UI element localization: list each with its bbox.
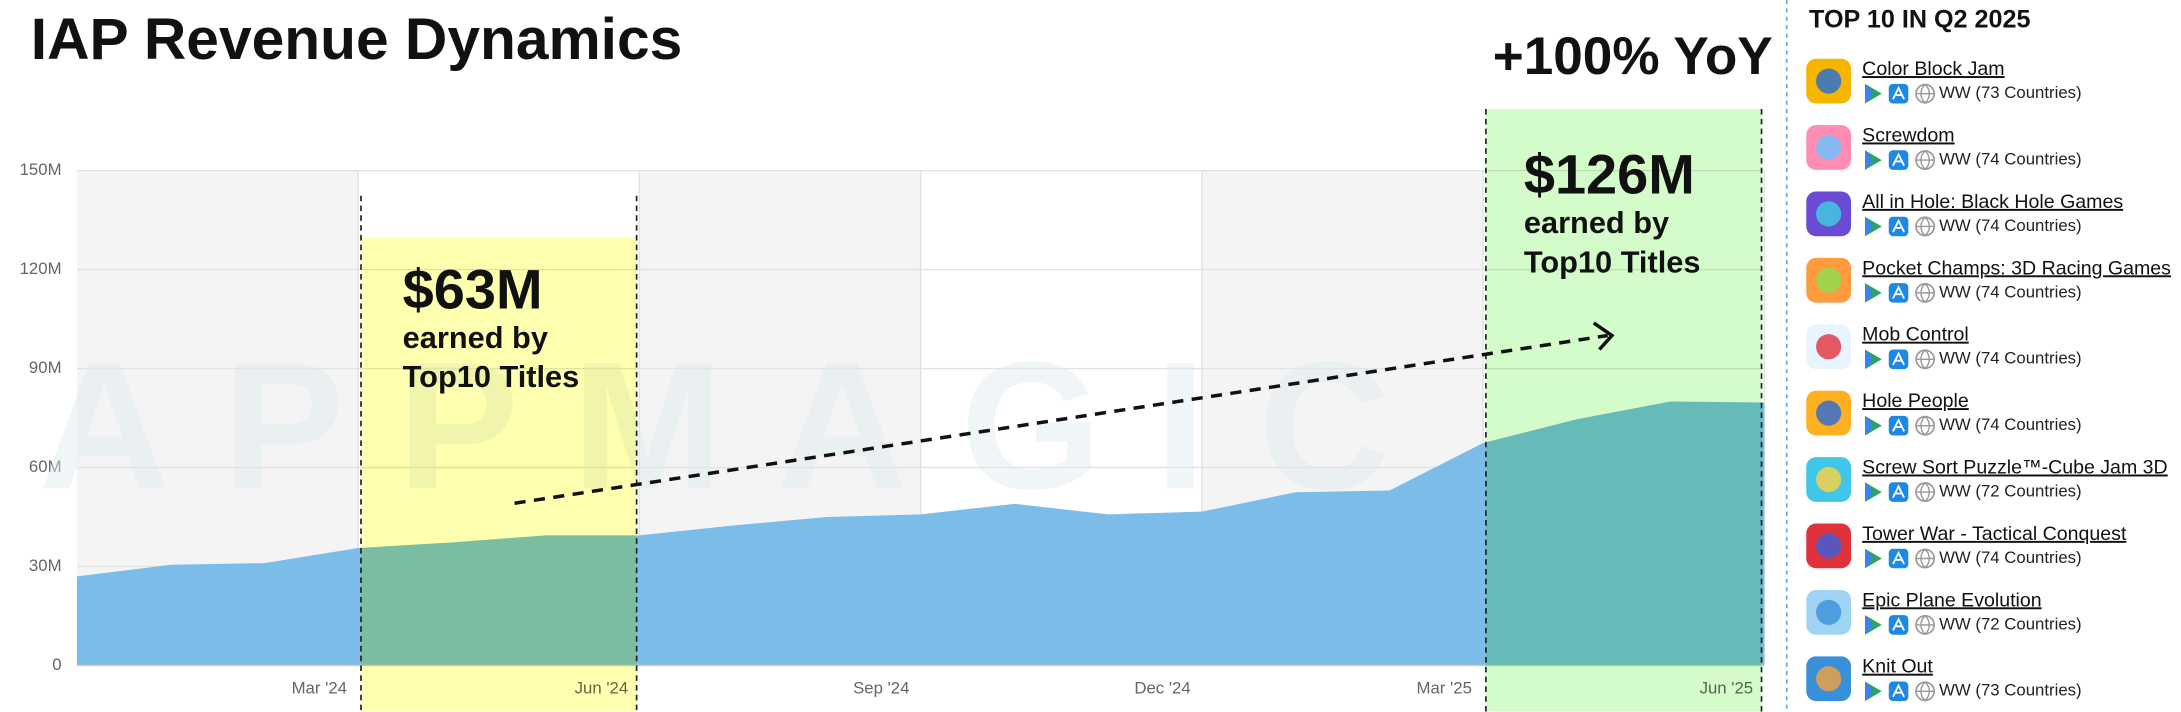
band-headline: $126M	[1524, 143, 1695, 206]
list-item: All in Hole: Black Hole Games WW (74 Coun…	[1806, 191, 2123, 237]
app-icon-detail	[1816, 134, 1842, 161]
google-play-accent	[1864, 216, 1874, 237]
app-icon-detail	[1816, 599, 1842, 625]
globe-lines	[1916, 216, 1935, 237]
google-play-accent	[1864, 548, 1874, 569]
google-play-accent	[1864, 482, 1874, 502]
globe-lines	[1916, 283, 1935, 303]
list-item: Screwdom WW (74 Countries)	[1806, 124, 2082, 171]
app-store-a	[1892, 351, 1905, 366]
app-name: Hole People	[1862, 390, 1969, 412]
app-region: WW (74 Countries)	[1939, 282, 2082, 301]
app-store-a	[1892, 683, 1905, 698]
x-tick-label: Mar '24	[292, 679, 347, 698]
app-region: WW (74 Countries)	[1939, 415, 2082, 434]
highlight-band	[1485, 109, 1762, 712]
x-tick-label: Mar '25	[1417, 679, 1472, 698]
band-headline: $63M	[403, 257, 543, 320]
y-tick-label: 60M	[29, 457, 62, 476]
list-item: Mob Control WW (74 Countries)	[1806, 324, 2082, 370]
globe-lines	[1916, 482, 1935, 503]
y-tick-label: 150M	[20, 160, 62, 179]
x-tick-label: Sep '24	[853, 679, 909, 698]
app-store-a	[1892, 152, 1905, 167]
google-play-accent	[1864, 349, 1874, 370]
app-name: Knit Out	[1862, 656, 1933, 678]
app-name: Pocket Champs: 3D Racing Games	[1862, 257, 2171, 279]
band-text: earned by	[403, 320, 548, 355]
band-text: earned by	[1524, 205, 1669, 240]
globe-lines	[1916, 615, 1935, 635]
google-play-accent	[1864, 415, 1874, 436]
app-store-a	[1892, 86, 1905, 100]
google-play-accent	[1864, 681, 1874, 702]
app-store-a	[1892, 218, 1905, 233]
y-tick-label: 0	[52, 655, 61, 674]
app-name: All in Hole: Black Hole Games	[1862, 191, 2123, 213]
app-region: WW (74 Countries)	[1939, 216, 2082, 235]
app-name: Epic Plane Evolution	[1862, 589, 2041, 611]
google-play-accent	[1864, 83, 1874, 104]
list-item: Pocket Champs: 3D Racing Games WW (74 Cou…	[1806, 257, 2171, 303]
list-item: Epic Plane Evolution WW (72 Countries)	[1806, 589, 2082, 635]
app-region: WW (73 Countries)	[1939, 681, 2082, 700]
app-region: WW (74 Countries)	[1939, 150, 2082, 169]
highlight-band	[360, 237, 637, 712]
app-name: Mob Control	[1862, 324, 1969, 346]
globe-lines	[1916, 84, 1935, 104]
app-store-a	[1892, 484, 1905, 499]
app-icon-detail	[1816, 666, 1842, 692]
google-play-accent	[1864, 150, 1874, 170]
app-store-a	[1892, 285, 1905, 299]
list-item: Screw Sort Puzzle™-Cube Jam 3D WW (72 Cou…	[1806, 457, 2168, 503]
list-title: TOP 10 IN Q2 2025	[1809, 6, 2030, 34]
google-play-accent	[1864, 615, 1874, 635]
app-store-a	[1892, 550, 1905, 565]
app-name: Tower War - Tactical Conquest	[1862, 523, 2127, 545]
app-icon-detail	[1816, 400, 1842, 426]
globe-lines	[1916, 349, 1935, 370]
app-icon-detail	[1816, 267, 1842, 293]
app-store-a	[1892, 617, 1905, 631]
chart-title: IAP Revenue Dynamics	[31, 7, 682, 72]
y-tick-label: 90M	[29, 358, 62, 377]
globe-lines	[1916, 681, 1935, 702]
yoy-annotation: +100% YoY	[1493, 27, 1773, 86]
app-region: WW (72 Countries)	[1939, 614, 2082, 633]
app-region: WW (73 Countries)	[1939, 83, 2082, 102]
globe-lines	[1916, 150, 1935, 171]
list-item: Tower War - Tactical Conquest WW (74 Coun…	[1806, 523, 2127, 569]
app-region: WW (74 Countries)	[1939, 349, 2082, 368]
app-name: Screw Sort Puzzle™-Cube Jam 3D	[1862, 457, 2167, 479]
y-tick-label: 30M	[29, 556, 62, 575]
list-item: Color Block Jam WW (73 Countries)	[1806, 58, 2082, 104]
y-tick-label: 120M	[20, 259, 62, 278]
band-text: Top10 Titles	[1524, 244, 1701, 279]
app-icon-detail	[1816, 533, 1842, 559]
app-icon-detail	[1816, 334, 1842, 360]
list-item: Hole People WW (74 Countries)	[1806, 390, 2082, 436]
app-icon-detail	[1816, 466, 1842, 493]
list-item: Knit Out WW (73 Countries)	[1806, 656, 2082, 702]
globe-lines	[1916, 548, 1935, 569]
trend-arrow	[514, 333, 1609, 506]
app-icon-detail	[1816, 68, 1842, 94]
app-name: Screwdom	[1862, 124, 1954, 146]
globe-lines	[1916, 416, 1935, 436]
google-play-accent	[1864, 283, 1874, 303]
app-region: WW (74 Countries)	[1939, 548, 2082, 567]
app-store-a	[1892, 418, 1905, 432]
watermark: APPMAGIC	[39, 323, 1443, 527]
arrow-head	[1592, 321, 1615, 351]
band-text: Top10 Titles	[403, 359, 580, 394]
x-tick-label: Dec '24	[1134, 679, 1190, 698]
app-region: WW (72 Countries)	[1939, 482, 2082, 501]
app-name: Color Block Jam	[1862, 58, 2004, 80]
app-icon-detail	[1816, 201, 1842, 227]
